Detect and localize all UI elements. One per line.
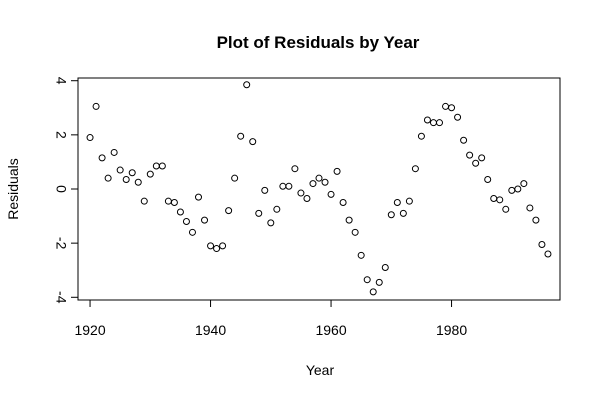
data-point xyxy=(98,154,106,162)
y-tick-label: -4 xyxy=(53,291,69,304)
data-point xyxy=(345,216,353,224)
x-tick-label: 1980 xyxy=(436,322,467,338)
data-point xyxy=(201,216,209,224)
x-tick-label: 1920 xyxy=(74,322,105,338)
data-point xyxy=(231,174,239,182)
y-axis: -4 -2 0 2 4 xyxy=(53,77,79,304)
data-point xyxy=(104,174,112,182)
data-point xyxy=(454,113,462,121)
data-point xyxy=(219,242,227,250)
data-point xyxy=(472,159,480,167)
data-point xyxy=(333,167,341,175)
x-tick-label: 1940 xyxy=(195,322,226,338)
data-point xyxy=(249,138,257,146)
data-point xyxy=(387,211,395,219)
data-point xyxy=(188,228,196,236)
data-point xyxy=(466,151,474,159)
data-point xyxy=(496,196,504,204)
data-point xyxy=(417,132,425,140)
data-point xyxy=(122,176,130,184)
data-point xyxy=(309,180,317,188)
data-point xyxy=(448,104,456,112)
chart-title: Plot of Residuals by Year xyxy=(217,33,420,52)
data-point xyxy=(261,186,269,194)
data-point xyxy=(327,190,335,198)
y-tick-label: 0 xyxy=(53,185,69,193)
data-point xyxy=(369,288,377,296)
data-point xyxy=(363,276,371,284)
data-point xyxy=(478,154,486,162)
data-point xyxy=(116,166,124,174)
data-point xyxy=(170,199,178,207)
y-tick-label: 2 xyxy=(53,131,69,139)
data-point xyxy=(158,162,166,170)
data-point xyxy=(520,180,528,188)
data-point xyxy=(544,250,552,258)
data-point xyxy=(526,204,534,212)
data-point xyxy=(140,197,148,205)
data-point xyxy=(375,278,383,286)
data-point xyxy=(128,169,136,177)
data-point xyxy=(291,165,299,173)
data-point xyxy=(460,136,468,144)
data-point xyxy=(285,182,293,190)
data-point xyxy=(405,197,413,205)
data-point xyxy=(110,148,118,156)
data-point xyxy=(182,217,190,225)
data-point xyxy=(411,165,419,173)
data-point xyxy=(436,119,443,127)
data-point xyxy=(303,194,311,202)
data-point xyxy=(351,228,359,236)
data-point xyxy=(315,174,323,182)
data-point xyxy=(243,81,251,89)
data-point xyxy=(267,219,275,227)
y-tick-label: -2 xyxy=(53,237,69,250)
data-point xyxy=(357,251,365,259)
data-point xyxy=(237,132,245,140)
data-point xyxy=(321,178,329,186)
data-point xyxy=(146,170,154,178)
data-point xyxy=(502,205,510,213)
y-axis-label: Residuals xyxy=(5,158,21,219)
data-point xyxy=(514,185,522,193)
data-point xyxy=(255,209,263,217)
data-point xyxy=(86,134,94,142)
data-point xyxy=(484,176,492,184)
x-axis-label: Year xyxy=(306,362,335,378)
data-point xyxy=(195,193,202,201)
data-point xyxy=(423,116,431,124)
data-point xyxy=(134,178,142,186)
data-point xyxy=(393,199,401,207)
data-point xyxy=(381,264,389,272)
data-point xyxy=(297,189,305,197)
data-point xyxy=(538,241,546,248)
data-point xyxy=(176,208,184,216)
x-axis: 1920 1940 1960 1980 xyxy=(74,299,467,338)
data-point xyxy=(339,199,347,207)
data-point xyxy=(92,102,100,110)
data-point xyxy=(399,209,407,217)
x-tick-label: 1960 xyxy=(315,322,346,338)
data-point xyxy=(532,216,540,224)
data-point xyxy=(213,245,221,253)
data-points xyxy=(86,81,552,296)
y-tick-label: 4 xyxy=(53,77,69,85)
data-point xyxy=(207,242,215,250)
data-point xyxy=(225,207,233,215)
data-point xyxy=(273,205,281,213)
